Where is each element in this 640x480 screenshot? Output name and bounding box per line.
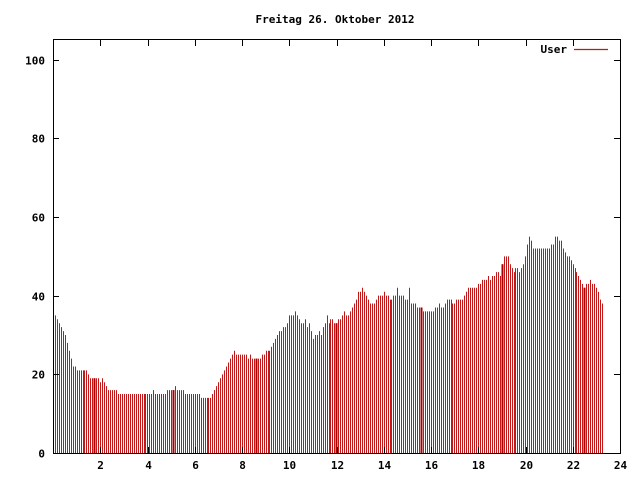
x-tick-label: 16 [425,459,439,472]
x-tick-label: 2 [97,459,104,472]
bars-layer [53,236,603,453]
y-tick-label: 0 [38,448,45,461]
x-tick-label: 20 [520,459,533,472]
x-tick-label: 12 [331,459,344,472]
x-tick-label: 8 [239,459,246,472]
x-tick-label: 4 [145,459,152,472]
legend-label: User [541,43,568,56]
x-tick-label: 14 [378,459,392,472]
x-tick-label: 24 [614,459,628,472]
x-tick-label: 6 [192,459,199,472]
chart-title: Freitag 26. Oktober 2012 [256,13,415,26]
x-tick-label: 10 [283,459,296,472]
plot-frame [53,39,621,454]
y-tick-label: 80 [32,133,45,146]
y-tick-label: 40 [32,291,45,304]
x-tick-label: 22 [567,459,580,472]
y-tick-label: 100 [25,55,45,68]
x-tick-label: 18 [472,459,485,472]
y-tick-label: 60 [32,212,45,225]
y-tick-label: 20 [32,369,45,382]
